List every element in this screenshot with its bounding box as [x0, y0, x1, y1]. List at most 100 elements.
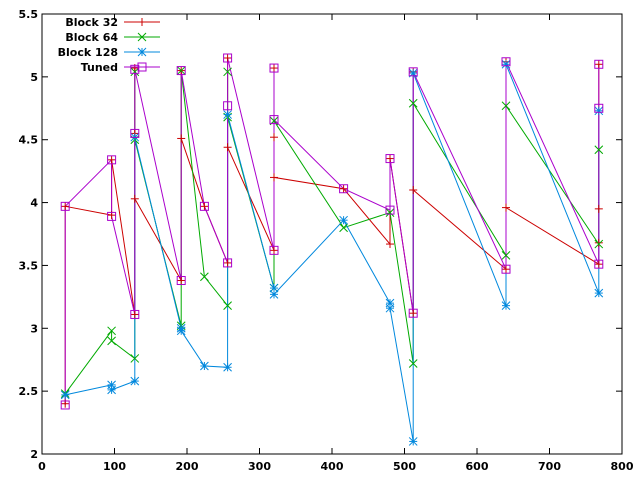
series-lines: [64, 57, 600, 442]
data-point-block-32: [130, 194, 139, 203]
data-point-tuned: [594, 59, 604, 69]
data-point-block-32: [107, 155, 116, 164]
marker-stroke: [130, 354, 140, 363]
data-point-block-32: [270, 246, 278, 255]
marker-stroke: [223, 53, 233, 63]
data-point-tuned: [107, 211, 117, 221]
data-point-block-32: [200, 202, 209, 211]
series-markers: [60, 53, 604, 446]
data-point-block-64: [130, 67, 140, 77]
data-point-block-32: [223, 143, 232, 152]
marker-stroke: [269, 245, 279, 255]
data-point-tuned: [269, 115, 279, 125]
y-tick-label: 3: [30, 322, 38, 335]
marker-stroke: [130, 67, 140, 77]
legend-marker-block-64: [137, 32, 147, 42]
data-point-block-64: [339, 223, 348, 233]
data-point-block-128: [594, 106, 604, 116]
marker-stroke: [501, 57, 511, 67]
legend-marker-block-32: [138, 18, 146, 26]
marker-stroke: [60, 400, 70, 410]
x-tick-label: 200: [176, 460, 199, 473]
data-point-tuned: [501, 264, 511, 274]
data-point-block-64: [408, 98, 418, 108]
marker-stroke: [594, 145, 604, 155]
marker-stroke: [137, 32, 147, 42]
marker-stroke: [501, 59, 511, 69]
data-point-block-64: [501, 251, 511, 260]
marker-stroke: [223, 362, 232, 372]
data-point-block-64: [223, 67, 232, 77]
series-line-block-32: [64, 58, 600, 404]
marker-stroke: [200, 272, 209, 282]
data-point-tuned: [269, 245, 279, 255]
y-tick-label: 4.5: [19, 134, 39, 147]
marker-stroke: [176, 66, 186, 75]
data-point-block-128: [594, 288, 604, 298]
marker-stroke: [269, 63, 279, 73]
data-point-block-32: [502, 265, 510, 274]
marker-stroke: [107, 336, 116, 346]
data-point-block-64: [408, 359, 418, 368]
marker-stroke: [501, 264, 511, 274]
data-point-tuned: [408, 308, 418, 318]
data-point-block-128: [223, 110, 232, 119]
data-point-block-128: [200, 361, 209, 371]
data-point-block-32: [61, 202, 70, 211]
marker-stroke: [501, 301, 511, 311]
x-tick-labels: 0 100 200 300 400 500 600 700 800: [38, 460, 634, 473]
data-point-block-32: [594, 260, 603, 269]
marker-stroke: [385, 205, 395, 215]
data-point-tuned: [385, 154, 395, 164]
data-point-block-128: [408, 437, 418, 446]
marker-stroke: [223, 110, 232, 119]
data-point-block-32: [130, 310, 139, 319]
data-point-block-32: [409, 186, 418, 194]
data-point-block-128: [385, 303, 395, 313]
data-point-block-64: [223, 301, 232, 311]
marker-stroke: [408, 98, 418, 108]
data-point-tuned: [385, 205, 395, 215]
marker-stroke: [130, 64, 140, 74]
series-line-block-128: [65, 64, 600, 442]
marker-stroke: [501, 251, 511, 260]
data-point-tuned: [176, 276, 186, 286]
data-point-tuned: [176, 66, 186, 76]
legend-label-block-32: Block 32: [65, 16, 118, 29]
data-point-block-128: [130, 376, 140, 386]
marker-stroke: [594, 106, 604, 116]
data-point-block-128: [107, 385, 116, 395]
y-tick-label: 2: [30, 448, 38, 461]
y-tick-label: 5: [30, 71, 38, 84]
y-tick-label: 2.5: [19, 385, 39, 398]
data-point-tuned: [130, 309, 140, 319]
data-point-tuned: [60, 400, 70, 410]
data-point-block-32: [386, 240, 394, 249]
legend: Block 32 Block 64 Block 128 Tuned: [58, 16, 160, 74]
marker-stroke: [339, 184, 349, 194]
legend-marker-tuned: [137, 62, 147, 72]
marker-stroke: [594, 239, 604, 249]
data-point-block-32: [270, 64, 278, 73]
marker-stroke: [594, 103, 604, 113]
plot-frame: [41, 13, 623, 455]
marker-stroke: [501, 101, 511, 111]
data-point-tuned: [223, 53, 233, 63]
x-tick-label: 500: [393, 460, 416, 473]
marker-stroke: [339, 223, 348, 233]
data-point-block-32: [502, 203, 510, 212]
data-point-block-32: [223, 54, 232, 62]
data-point-tuned: [501, 57, 511, 67]
marker-stroke: [137, 62, 147, 72]
series-line-tuned: [64, 57, 600, 405]
marker-stroke: [223, 258, 233, 268]
marker-stroke: [223, 101, 233, 111]
data-point-block-32: [594, 204, 603, 213]
data-point-block-128: [269, 289, 279, 299]
data-point-block-32: [409, 309, 418, 318]
axis-ticks: [41, 13, 623, 455]
data-point-tuned: [408, 67, 418, 77]
marker-stroke: [269, 283, 279, 293]
marker-stroke: [223, 301, 232, 311]
